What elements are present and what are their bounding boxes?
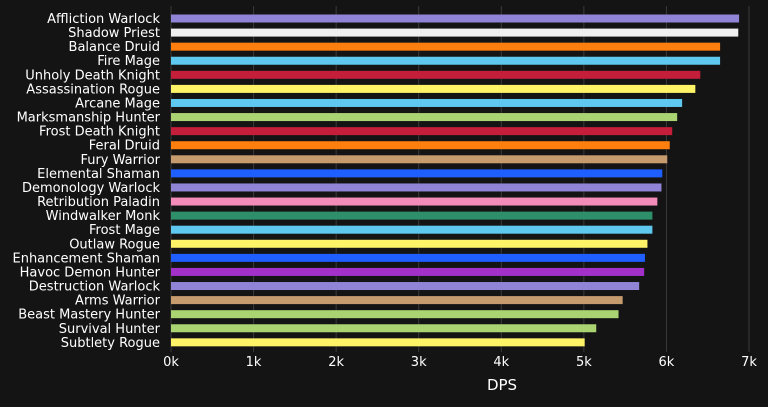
- bar[interactable]: [171, 70, 701, 79]
- category-label: Survival Hunter: [59, 322, 161, 337]
- x-axis-title: DPS: [487, 376, 517, 394]
- bar[interactable]: [171, 282, 640, 291]
- category-label: Arcane Mage: [75, 96, 160, 111]
- category-label: Havoc Demon Hunter: [20, 265, 161, 280]
- category-label: Unholy Death Knight: [25, 68, 160, 83]
- category-label: Destruction Warlock: [29, 280, 161, 295]
- bar[interactable]: [171, 56, 721, 65]
- bar[interactable]: [171, 310, 619, 319]
- bar[interactable]: [171, 253, 645, 262]
- x-tick-label: 6k: [659, 355, 675, 370]
- category-label: Marksmanship Hunter: [17, 111, 161, 126]
- bar[interactable]: [171, 84, 696, 93]
- category-label: Fury Warrior: [80, 153, 160, 168]
- category-label: Frost Mage: [89, 223, 160, 238]
- bar[interactable]: [171, 225, 653, 234]
- category-label: Retribution Paladin: [37, 195, 160, 210]
- x-tick-label: 2k: [328, 355, 344, 370]
- category-label: Beast Mastery Hunter: [18, 308, 160, 323]
- category-label: Affliction Warlock: [47, 12, 160, 27]
- x-tick-label: 3k: [411, 355, 427, 370]
- bar[interactable]: [171, 113, 678, 122]
- bar[interactable]: [171, 141, 670, 150]
- bar[interactable]: [171, 183, 662, 192]
- x-axis-tick-labels: 0k 1k 2k 3k 4k 5k 6k 7k: [163, 355, 757, 370]
- bar[interactable]: [171, 169, 663, 178]
- x-tick-label: 0k: [163, 355, 179, 370]
- category-label: Elemental Shaman: [37, 167, 160, 182]
- bar[interactable]: [171, 127, 673, 136]
- category-label: Subtlety Rogue: [61, 336, 160, 351]
- category-label: Enhancement Shaman: [12, 251, 160, 266]
- bar[interactable]: [171, 267, 645, 276]
- bar[interactable]: [171, 324, 597, 333]
- bars-group: [171, 14, 740, 347]
- category-label: Windwalker Monk: [46, 209, 161, 224]
- x-tick-label: 4k: [493, 355, 509, 370]
- category-label: Shadow Priest: [68, 26, 160, 41]
- x-tick-label: 5k: [576, 355, 592, 370]
- bar[interactable]: [171, 98, 683, 107]
- bar[interactable]: [171, 28, 739, 37]
- x-tick-label: 1k: [246, 355, 262, 370]
- category-label: Demonology Warlock: [22, 181, 161, 196]
- bar[interactable]: [171, 211, 653, 220]
- bar[interactable]: [171, 338, 585, 347]
- category-label: Feral Druid: [89, 139, 160, 154]
- bar[interactable]: [171, 14, 740, 23]
- bar[interactable]: [171, 197, 658, 206]
- bar[interactable]: [171, 155, 668, 164]
- category-label: Arms Warrior: [75, 294, 161, 309]
- bar[interactable]: [171, 296, 623, 305]
- category-label: Outlaw Rogue: [69, 237, 160, 252]
- category-label: Fire Mage: [97, 54, 160, 69]
- category-label: Balance Druid: [69, 40, 160, 55]
- category-label: Assassination Rogue: [26, 82, 160, 97]
- bar[interactable]: [171, 239, 648, 248]
- bar[interactable]: [171, 42, 721, 51]
- x-tick-label: 7k: [741, 355, 757, 370]
- category-label: Frost Death Knight: [39, 125, 160, 140]
